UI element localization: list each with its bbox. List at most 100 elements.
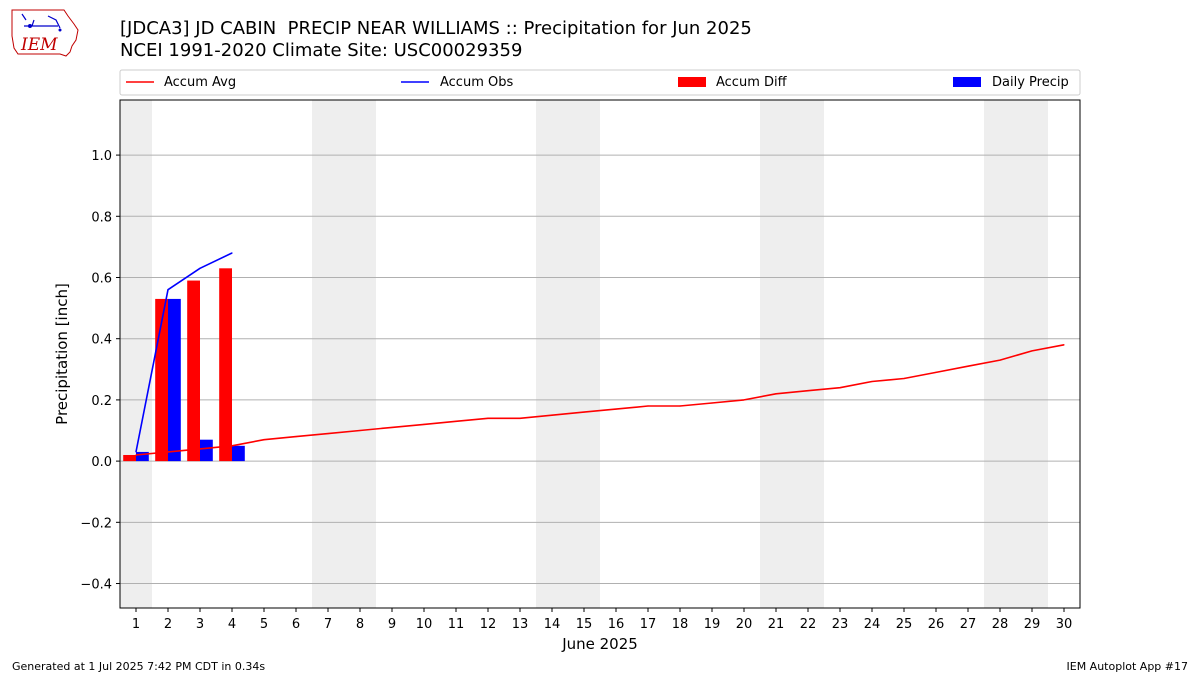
accum-obs-line-point-day-2 xyxy=(167,289,169,291)
weekend-shade-day-28 xyxy=(984,100,1016,608)
x-tick-label-9: 9 xyxy=(388,617,396,632)
weekend-shade-day-7 xyxy=(312,100,344,608)
x-tick-label-14: 14 xyxy=(544,617,561,632)
x-tick-label-17: 17 xyxy=(640,617,657,632)
y-tick-label-7: 1.0 xyxy=(91,149,112,164)
accum-avg-line-point-day-8 xyxy=(359,429,361,432)
legend-swatch-daily-precip xyxy=(953,77,981,87)
ticks: 1 2 3 4 5 6 7 8 9 10 11 12 13 14 15 16 17 18 19 20 21 22 23 24 2… xyxy=(80,149,1072,632)
accum-avg-line-point-day-22 xyxy=(807,390,809,392)
accum-avg-line-point-day-12 xyxy=(487,417,489,419)
accum-diff-bar-day-4 xyxy=(219,268,232,462)
accum-avg-line-point-day-29 xyxy=(1031,350,1033,352)
accum-obs-line xyxy=(135,252,233,453)
x-tick-label-2: 2 xyxy=(164,617,172,632)
accum-avg-line-point-day-11 xyxy=(455,420,457,422)
x-axis-title: June 2025 xyxy=(561,635,638,653)
daily-precip-bar-day-3 xyxy=(200,439,213,462)
x-tick-label-19: 19 xyxy=(704,617,721,632)
x-tick-label-3: 3 xyxy=(196,617,204,632)
y-axis-title: Precipitation [inch] xyxy=(53,283,71,425)
x-tick-label-10: 10 xyxy=(416,617,433,632)
plot-frame xyxy=(119,99,1081,609)
x-tick-label-8: 8 xyxy=(356,617,364,632)
x-tick-label-29: 29 xyxy=(1024,617,1041,632)
accum-avg-line-point-day-5 xyxy=(263,439,265,441)
x-tick-label-6: 6 xyxy=(292,617,300,632)
accum-avg-line-point-day-19 xyxy=(711,402,713,404)
x-tick-label-16: 16 xyxy=(608,617,625,632)
weekend-shade-day-21 xyxy=(760,100,792,608)
weekend-shade-day-1 xyxy=(120,100,152,608)
y-tick-label-0: −0.4 xyxy=(80,578,112,593)
x-tick-label-4: 4 xyxy=(228,617,236,632)
x-tick-label-15: 15 xyxy=(576,617,593,632)
x-tick-label-18: 18 xyxy=(672,617,689,632)
accum-diff-bar-day-3 xyxy=(187,280,200,462)
y-tick-label-6: 0.8 xyxy=(91,210,112,225)
accum-avg-line-point-day-28 xyxy=(999,359,1001,361)
accum-obs-line-point-day-1 xyxy=(135,451,137,453)
accum-avg-line-point-day-27 xyxy=(967,365,969,367)
generated-timestamp: Generated at 1 Jul 2025 7:42 PM CDT in 0… xyxy=(12,660,266,673)
legend: Accum Avg Accum Obs Accum Diff Daily Pre… xyxy=(119,69,1081,96)
y-tick-label-1: −0.2 xyxy=(80,516,112,531)
x-tick-label-25: 25 xyxy=(896,617,913,632)
accum-avg-line-point-day-4 xyxy=(231,445,233,447)
accum-diff-bar-day-1 xyxy=(123,454,136,462)
legend-label-accum-obs: Accum Obs xyxy=(440,75,513,90)
weekend-shading xyxy=(120,100,1048,608)
x-tick-label-12: 12 xyxy=(480,617,497,632)
accum-avg-line-point-day-14 xyxy=(551,414,553,416)
gridlines xyxy=(120,154,1080,585)
weekend-shade-day-22 xyxy=(792,100,824,608)
accum-avg-line-point-day-1 xyxy=(135,454,137,456)
accum-avg-line-point-day-21 xyxy=(775,393,777,395)
daily-precip-bar-day-4 xyxy=(232,445,245,462)
x-tick-label-1: 1 xyxy=(132,617,140,632)
x-tick-label-26: 26 xyxy=(928,617,945,632)
accum-avg-line-point-day-7 xyxy=(327,432,329,435)
x-tick-label-24: 24 xyxy=(864,617,881,632)
weekend-shade-day-14 xyxy=(536,100,568,608)
accum-avg-line-point-day-2 xyxy=(167,451,169,453)
x-tick-label-11: 11 xyxy=(448,617,465,632)
accum-avg-line-point-day-25 xyxy=(903,377,905,380)
accum-avg-line-point-day-9 xyxy=(391,426,393,429)
legend-label-accum-avg: Accum Avg xyxy=(164,75,236,90)
accum-avg-line-point-day-15 xyxy=(583,411,585,413)
accum-avg-line-point-day-13 xyxy=(519,417,521,419)
legend-label-daily-precip: Daily Precip xyxy=(992,75,1069,90)
x-tick-label-30: 30 xyxy=(1056,617,1073,632)
accum-obs-line-point-day-3 xyxy=(199,267,201,269)
accum-avg-line-point-day-3 xyxy=(199,448,201,450)
x-tick-label-22: 22 xyxy=(800,617,817,632)
accum-avg-line-point-day-20 xyxy=(743,399,745,401)
chart-title: [JDCA3] JD CABIN PRECIP NEAR WILLIAMS ::… xyxy=(120,18,752,39)
iem-logo: IEM xyxy=(11,9,79,57)
x-tick-label-20: 20 xyxy=(736,617,753,632)
y-tick-label-4: 0.4 xyxy=(91,333,112,348)
y-tick-label-3: 0.2 xyxy=(91,394,112,409)
accum-avg-line-point-day-6 xyxy=(295,436,297,438)
daily-precip-bar-day-1 xyxy=(136,451,149,462)
x-tick-label-5: 5 xyxy=(260,617,268,632)
app-credit: IEM Autoplot App #17 xyxy=(1066,660,1189,673)
daily-precip-bar-day-2 xyxy=(168,298,181,462)
x-tick-label-7: 7 xyxy=(324,617,332,632)
accum-avg-line-point-day-24 xyxy=(871,380,873,383)
accum-avg-line-point-day-23 xyxy=(839,387,841,389)
y-tick-label-5: 0.6 xyxy=(91,271,112,286)
accum-obs-line-point-day-4 xyxy=(231,252,233,254)
legend-swatch-accum-diff xyxy=(678,77,706,87)
chart-subtitle: NCEI 1991-2020 Climate Site: USC00029359 xyxy=(120,40,523,61)
accum-avg-line-point-day-30 xyxy=(1063,344,1065,346)
x-tick-label-21: 21 xyxy=(768,617,785,632)
legend-box xyxy=(119,69,1081,96)
x-tick-label-23: 23 xyxy=(832,617,849,632)
accum-avg-line-point-day-10 xyxy=(423,423,425,425)
x-tick-label-27: 27 xyxy=(960,617,977,632)
x-tick-label-13: 13 xyxy=(512,617,529,632)
accum-avg-line-point-day-17 xyxy=(647,405,649,407)
